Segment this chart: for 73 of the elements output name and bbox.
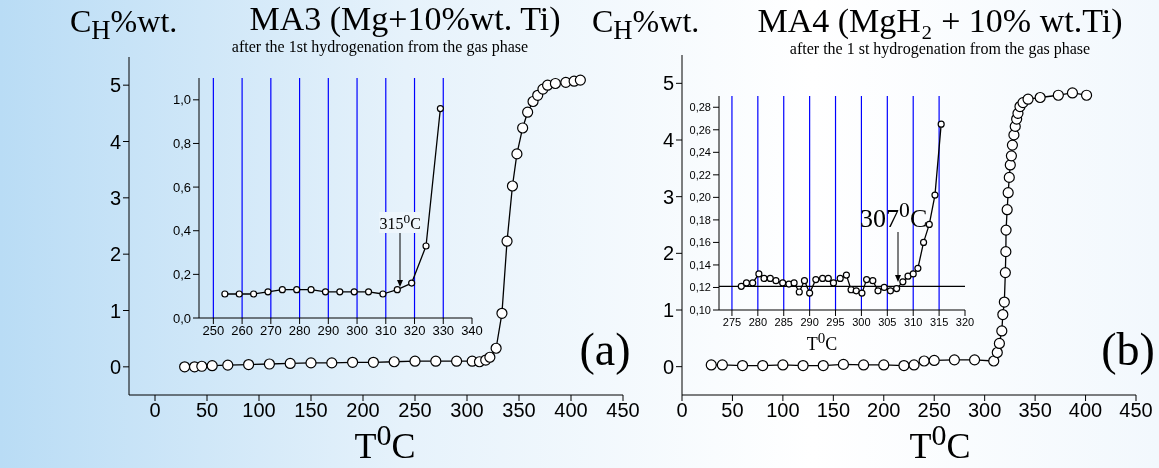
x-tick-label: 270 <box>259 323 282 339</box>
y-tick-label: 0,24 <box>689 146 711 159</box>
x-tick-label: 290 <box>317 323 340 339</box>
x-tick-label: 400 <box>1068 399 1103 422</box>
x-tick-label: 320 <box>403 323 426 339</box>
y-tick-label: 3 <box>109 186 121 209</box>
y-tick-label: 0 <box>109 355 121 378</box>
x-tick-label: 275 <box>722 315 742 328</box>
x-tick-label: 340 <box>461 323 483 339</box>
y-tick-label: 0,26 <box>689 123 711 136</box>
chart-subtitle: after the 1st hydrogenation from the gas phase <box>231 38 529 56</box>
x-tick-label: 100 <box>242 399 276 422</box>
x-tick-label: 150 <box>294 399 328 422</box>
x-tick-label: 300 <box>852 315 871 328</box>
x-tick-label: 50 <box>721 399 744 422</box>
y-tick-label: 1 <box>662 299 674 322</box>
y-tick-label: 0,0 <box>172 310 191 326</box>
y-tick-label: 0,12 <box>689 281 711 294</box>
y-tick-label: 0,2 <box>172 266 191 282</box>
y-tick-label: 0,28 <box>689 101 711 114</box>
x-tick-label: 300 <box>450 399 484 422</box>
y-tick-label: 5 <box>109 74 121 97</box>
x-tick-label: 400 <box>554 399 588 422</box>
y-tick-label: 0 <box>662 355 674 378</box>
x-tick-label: 295 <box>826 315 845 328</box>
chart-title: MA3 (Mg+10%wt. Ti) <box>249 0 561 38</box>
y-tick-label: 0,16 <box>689 236 711 249</box>
x-tick-label: 150 <box>816 399 851 422</box>
y-axis-title: C$_{H}$%wt. <box>70 3 178 46</box>
chart-subtitle: after the 1 st hydrogenation from the gas phase <box>789 40 1091 58</box>
x-tick-label: 285 <box>774 315 793 328</box>
x-tick-label: 310 <box>904 315 923 328</box>
x-tick-label: 50 <box>195 399 219 422</box>
y-tick-label: 2 <box>109 243 121 266</box>
y-tick-label: 0,8 <box>172 136 191 152</box>
y-tick-label: 0,14 <box>689 258 711 271</box>
annotation: (a) <box>579 324 631 376</box>
x-tick-label: 305 <box>878 315 897 328</box>
x-tick-label: 280 <box>288 323 311 339</box>
y-tick-label: 0,6 <box>172 179 191 195</box>
x-axis-title: T$^{0}$C <box>806 330 838 355</box>
x-tick-label: 310 <box>374 323 397 339</box>
x-tick-label: 300 <box>346 323 368 339</box>
y-tick-label: 0,10 <box>689 303 711 316</box>
x-tick-label: 450 <box>606 399 640 422</box>
y-tick-label: 0,20 <box>689 191 711 204</box>
x-tick-label: 280 <box>748 315 768 328</box>
y-axis-title: C$_{H}$%wt. <box>592 3 700 46</box>
y-tick-label: 2 <box>662 242 674 265</box>
x-tick-label: 260 <box>231 323 253 339</box>
annotation: 315$^{0}$C <box>379 211 421 234</box>
y-tick-label: 0,18 <box>689 213 711 226</box>
y-tick-label: 1,0 <box>172 92 191 108</box>
y-tick-label: 1 <box>109 299 121 322</box>
x-tick-label: 350 <box>502 399 536 422</box>
y-tick-label: 4 <box>662 129 674 152</box>
chart-title: MA4 (MgH₂ + 10% wt.Ti) <box>757 2 1123 40</box>
x-tick-label: 450 <box>1119 399 1153 422</box>
x-tick-label: 100 <box>766 399 800 422</box>
x-tick-label: 330 <box>432 323 455 339</box>
x-tick-label: 290 <box>800 315 819 328</box>
x-tick-label: 350 <box>1018 399 1052 422</box>
x-tick-label: 315 <box>929 315 949 328</box>
y-tick-label: 4 <box>109 130 121 153</box>
annotation: (b) <box>1101 324 1155 376</box>
x-tick-label: 0 <box>149 399 161 422</box>
x-tick-label: 250 <box>202 323 225 339</box>
y-tick-label: 3 <box>662 185 674 208</box>
y-tick-label: 0,4 <box>172 223 191 239</box>
y-tick-label: 5 <box>662 72 674 95</box>
y-tick-label: 0,22 <box>689 168 711 181</box>
x-tick-label: 320 <box>955 315 975 328</box>
x-tick-label: 200 <box>867 399 901 422</box>
